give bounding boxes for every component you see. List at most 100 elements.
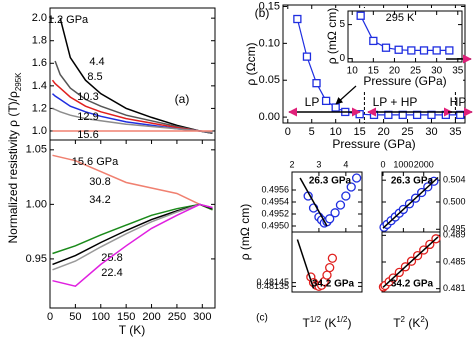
x-axis-label-part: T [393,316,401,330]
y-tick-label: 2.0 [32,12,47,24]
curve [52,203,213,266]
x-tick-label: 35 [449,126,461,138]
x-axis-label-part: 1/2 [310,315,322,324]
data-point [369,36,378,46]
series-label: 22.4 [101,267,122,279]
data-point [356,11,365,20]
y-tick-label: 0.4952 [261,208,289,218]
x-tick-label: 25 [410,66,422,77]
x-axis-label-part: 2 [420,315,425,324]
plot-frame [347,10,463,63]
y-tick-label: 0.00 [259,111,280,123]
charts: 1.0 1.2 1.4 1.6 1.8 2.0 1.2 GPa 4.4 8.5 10.3 12.9 1… [6,0,466,337]
y-tick-label: 0.4950 [261,220,289,230]
y-tick-label: 0.05 [259,74,280,86]
data-point [293,14,302,24]
annotation: 34.2 GPa [312,279,355,290]
y-tick-label: 0.10 [259,37,280,49]
curve [52,203,213,255]
series-label: 1.2 GPa [48,14,89,26]
curve [52,154,213,211]
x-tick-label: 250 [168,311,186,323]
curve [382,236,439,288]
y-tick-label: 0.500 [443,196,466,206]
annotation: (b) [255,6,270,20]
x-tick-label: 15 [368,66,380,77]
annotation: LP [305,95,320,109]
x-tick-label: 15 [354,126,366,138]
data-point [325,262,335,273]
data-point [331,103,340,112]
curve [296,239,315,289]
annotation: (c) [256,313,268,324]
x-axis-label-part: T [303,316,311,330]
y-tick-label: 5 [339,19,345,30]
annotation: (a) [175,92,190,106]
y-tick-label: 0.48145 [256,277,289,287]
data-point [351,173,362,183]
curve [52,107,213,133]
y-axis-label: ρ (Ωcm) [244,42,258,85]
x-tick-label: 1000 [393,159,413,169]
y-tick-label: 0.504 [443,175,466,185]
y-axis-label: ρ (mΩ cm) [238,204,252,260]
inset-arrow [335,85,357,105]
x-tick-label: 0 [285,126,291,138]
data-point [302,52,312,61]
x-tick-label: 2 [289,159,294,169]
x-axis-label: Pressure (GPa) [363,74,446,88]
x-tick-label: 200 [142,311,160,323]
x-axis-label: T1/2 (K1/2) [303,315,352,331]
y-tick-label: 0.481 [443,283,466,293]
y-tick-label: 0.495 [443,224,466,234]
curve [299,177,328,227]
x-axis-label: T (K) [119,323,145,337]
annotation: 295 K [386,12,415,24]
x-tick-label: 100 [92,311,110,323]
data-point [381,43,391,52]
y-axis-label: Normalized resistivity ρ (T)/ρ295K [6,72,22,244]
data-point [330,208,340,218]
x-tick-label: 30 [431,66,443,77]
y-tick-label: 0.4954 [261,196,289,206]
y-tick-label: 1.6 [32,57,47,69]
data-point [325,214,335,224]
y-tick-label: 0.15 [259,0,280,12]
y-tick-label: 0.48135 [256,281,289,291]
y-tick-label: 1.05 [26,144,47,156]
y-tick-label: 1.00 [26,198,47,210]
x-axis-label-part: 2 [401,315,406,324]
data-point [341,191,351,201]
series-label: 15.6 [77,129,98,141]
x-axis-label: T2 (K2) [393,315,429,331]
y-tick-label: 0 [339,53,345,64]
x-tick-label: 20 [389,66,401,77]
x-axis-label-part: 1/2 [336,315,348,324]
y-tick-label: 1.8 [32,35,47,47]
series-label: 30.8 [89,176,110,188]
data-point [346,182,356,192]
series-label: 34.2 [89,194,110,206]
data-point [445,46,454,55]
y-tick-label: 0.489 [443,230,466,240]
x-axis-label-part: ) [425,316,429,330]
annotation: 26.3 GPa [309,176,352,187]
x-tick-label: 10 [347,66,359,77]
data-point [327,253,338,263]
x-axis-label: Pressure (GPa) [332,137,415,151]
annotation: LP + HP [373,95,418,109]
x-tick-label: 50 [69,311,81,323]
x-tick-label: 0 [47,311,53,323]
curve [52,203,213,271]
x-tick-label: 2000 [414,159,434,169]
y-axis-label-part: Normalized resistivity ρ (T)/ρ [6,91,20,244]
x-tick-label: 150 [117,311,135,323]
data-point [407,46,416,55]
x-tick-label: 25 [401,126,413,138]
series-label: 15.6 GPa [72,156,119,168]
data-point [394,45,403,54]
y-tick-label: 0.95 [26,253,47,265]
data-point [419,46,429,55]
series-label: 8.5 [87,71,102,83]
